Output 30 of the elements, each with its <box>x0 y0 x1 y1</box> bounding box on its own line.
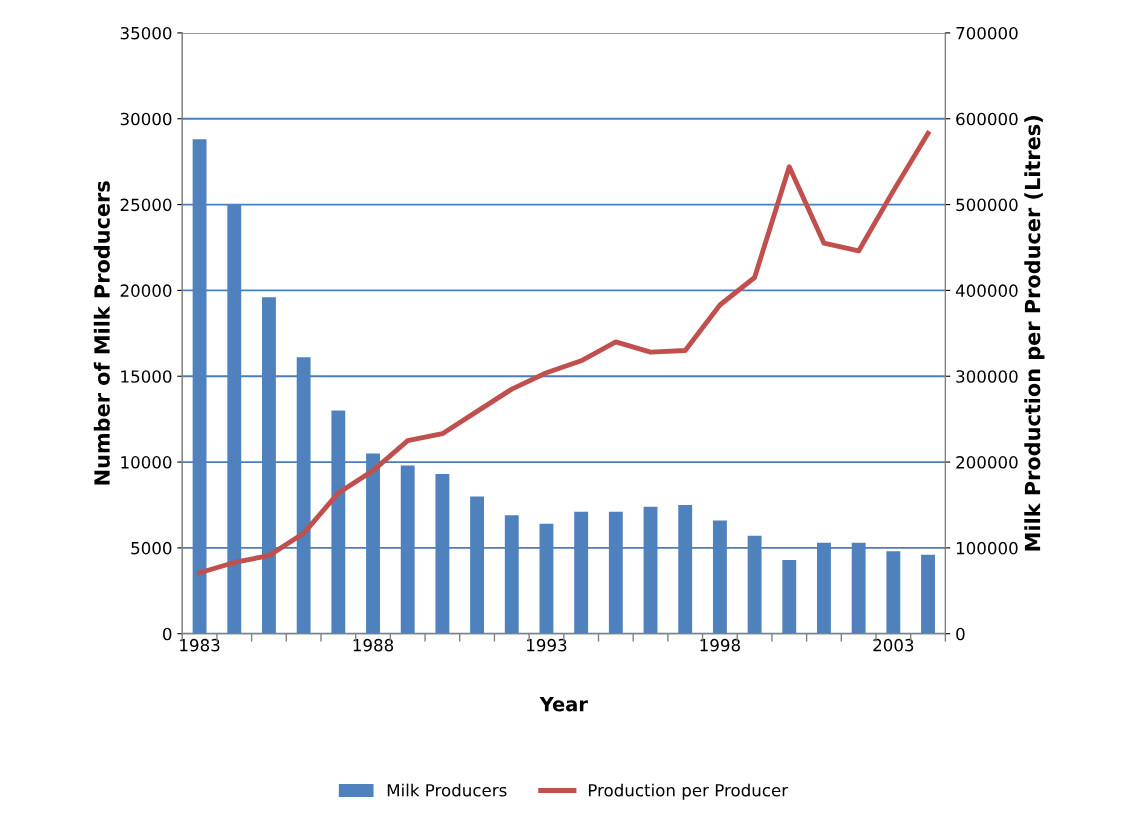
y2-tick-label: 700000 <box>956 26 1018 40</box>
y-tick-label: 30000 <box>120 112 172 126</box>
y2-tick-label: 600000 <box>956 112 1018 126</box>
x-axis-title: Year <box>539 696 588 712</box>
y-tick-label: 10000 <box>121 456 172 469</box>
y2-tick-label: 500000 <box>956 198 1018 212</box>
y2-tick-label: 300000 <box>956 370 1018 383</box>
y-tick-label: 0 <box>163 627 172 641</box>
x-tick-label: 1988 <box>353 638 394 652</box>
y2-tick-label: 0 <box>956 627 965 641</box>
y-tick-label: 15000 <box>121 370 172 383</box>
bar <box>921 554 935 634</box>
x-tick-label: 1983 <box>180 638 220 652</box>
line-series <box>197 130 931 576</box>
x-tick-label: 2003 <box>873 638 914 652</box>
y2-tick-label: 100000 <box>956 541 1018 555</box>
y2-tick-label: 200000 <box>956 456 1018 469</box>
bar <box>886 551 901 634</box>
y2-tick-label: 400000 <box>955 284 1018 297</box>
y-tick-label: 25000 <box>120 198 172 212</box>
y-tick-label: 5000 <box>131 541 172 555</box>
x-tick-label: 1993 <box>527 638 567 652</box>
y2-axis-title: Milk Production per Producer (Litres) <box>1024 116 1045 551</box>
bar <box>782 559 797 634</box>
x-tick-label: 1998 <box>700 638 740 652</box>
y-tick-label: 35000 <box>120 26 172 40</box>
y-tick-label: 20000 <box>120 284 172 297</box>
y-axis-title: Number of Milk Producers <box>93 181 110 485</box>
legend-label: Milk Producers <box>387 783 507 797</box>
legend-label: Production per Producer <box>588 783 789 800</box>
